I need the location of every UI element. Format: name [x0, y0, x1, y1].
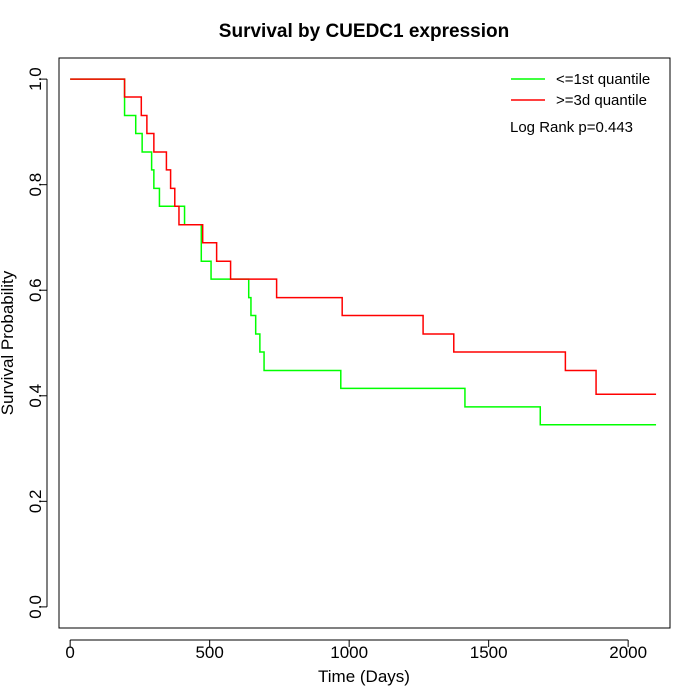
x-tick-label: 1500 [470, 643, 508, 662]
x-tick-label: 1000 [330, 643, 368, 662]
x-tick-label: 500 [195, 643, 223, 662]
y-tick-label: 0.2 [26, 490, 45, 514]
x-tick-label: 2000 [609, 643, 647, 662]
y-tick-label: 0.8 [26, 173, 45, 197]
survival-curve-low-quantile [70, 78, 657, 426]
legend-label-high-quantile: >=3d quantile [556, 92, 647, 109]
x-axis: 0 500 1000 1500 2000 [65, 639, 647, 662]
plot-frame [58, 57, 671, 629]
chart-title: Survival by CUEDC1 expression [219, 21, 509, 42]
x-axis-label: Time (Days) [318, 667, 410, 686]
legend-label-low-quantile: <=1st quantile [556, 71, 650, 88]
y-axis-label: Survival Probability [0, 270, 17, 415]
y-axis: 0.0 0.2 0.4 0.6 0.8 1.0 [26, 67, 48, 619]
x-tick-label: 0 [65, 643, 74, 662]
y-tick-label: 0.6 [26, 278, 45, 302]
y-tick-label: 1.0 [26, 67, 45, 91]
log-rank-annotation: Log Rank p=0.443 [510, 119, 633, 136]
legend: <=1st quantile >=3d quantile [511, 71, 650, 109]
series-layer [70, 78, 657, 426]
y-tick-label: 0.4 [26, 384, 45, 408]
survival-curve-high-quantile [70, 78, 657, 395]
y-tick-label: 0.0 [26, 595, 45, 619]
